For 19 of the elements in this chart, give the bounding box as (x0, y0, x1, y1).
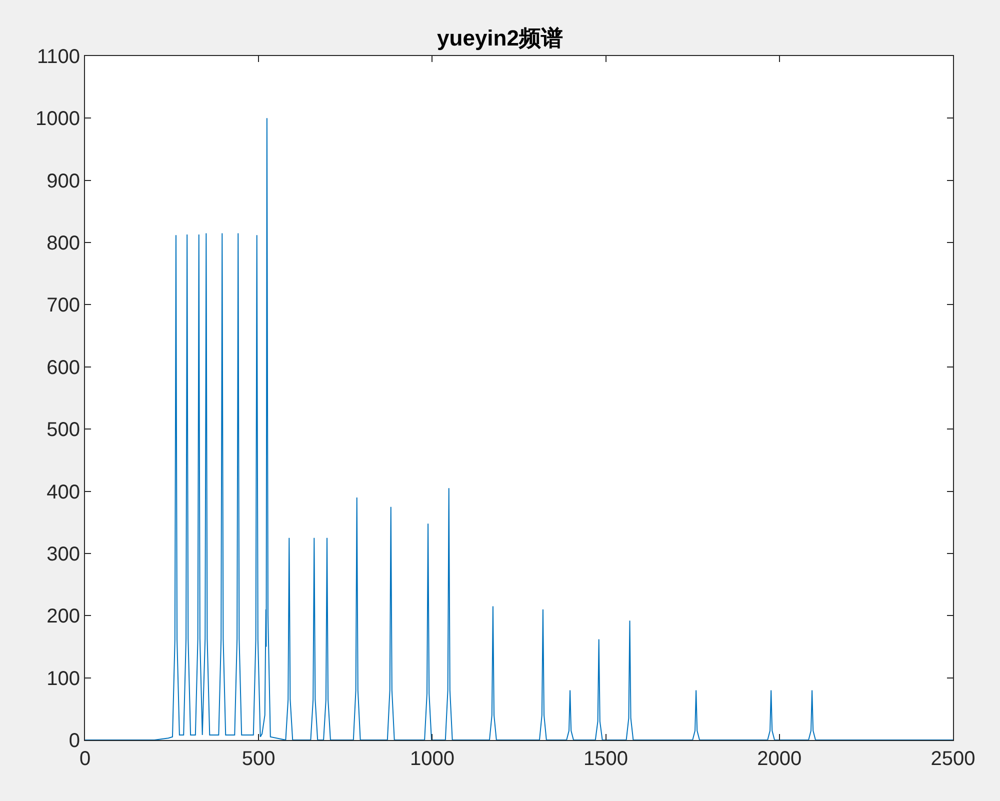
x-tick-label: 2000 (757, 748, 802, 770)
y-tick-label: 0 (68, 730, 80, 752)
y-tick-label: 200 (46, 606, 80, 628)
y-tick-label: 700 (46, 294, 80, 317)
y-tick-label: 300 (46, 543, 80, 566)
y-tick-label: 600 (46, 356, 80, 379)
y-tick-label: 500 (46, 419, 80, 442)
y-tick-label: 400 (46, 481, 80, 504)
x-tick-label: 1000 (410, 748, 454, 770)
y-tick-label: 900 (46, 170, 80, 192)
y-tick-label: 100 (46, 668, 80, 690)
y-tick-label: 1100 (36, 46, 80, 68)
line-series (85, 118, 953, 740)
x-tick-label: 500 (242, 748, 276, 770)
chart-title: yueyin2频谱 (437, 26, 563, 51)
y-tick-label: 1000 (36, 108, 80, 130)
x-tick-label: 1500 (584, 748, 628, 770)
x-tick-label: 2500 (930, 748, 976, 770)
y-tick-label: 800 (46, 232, 80, 255)
